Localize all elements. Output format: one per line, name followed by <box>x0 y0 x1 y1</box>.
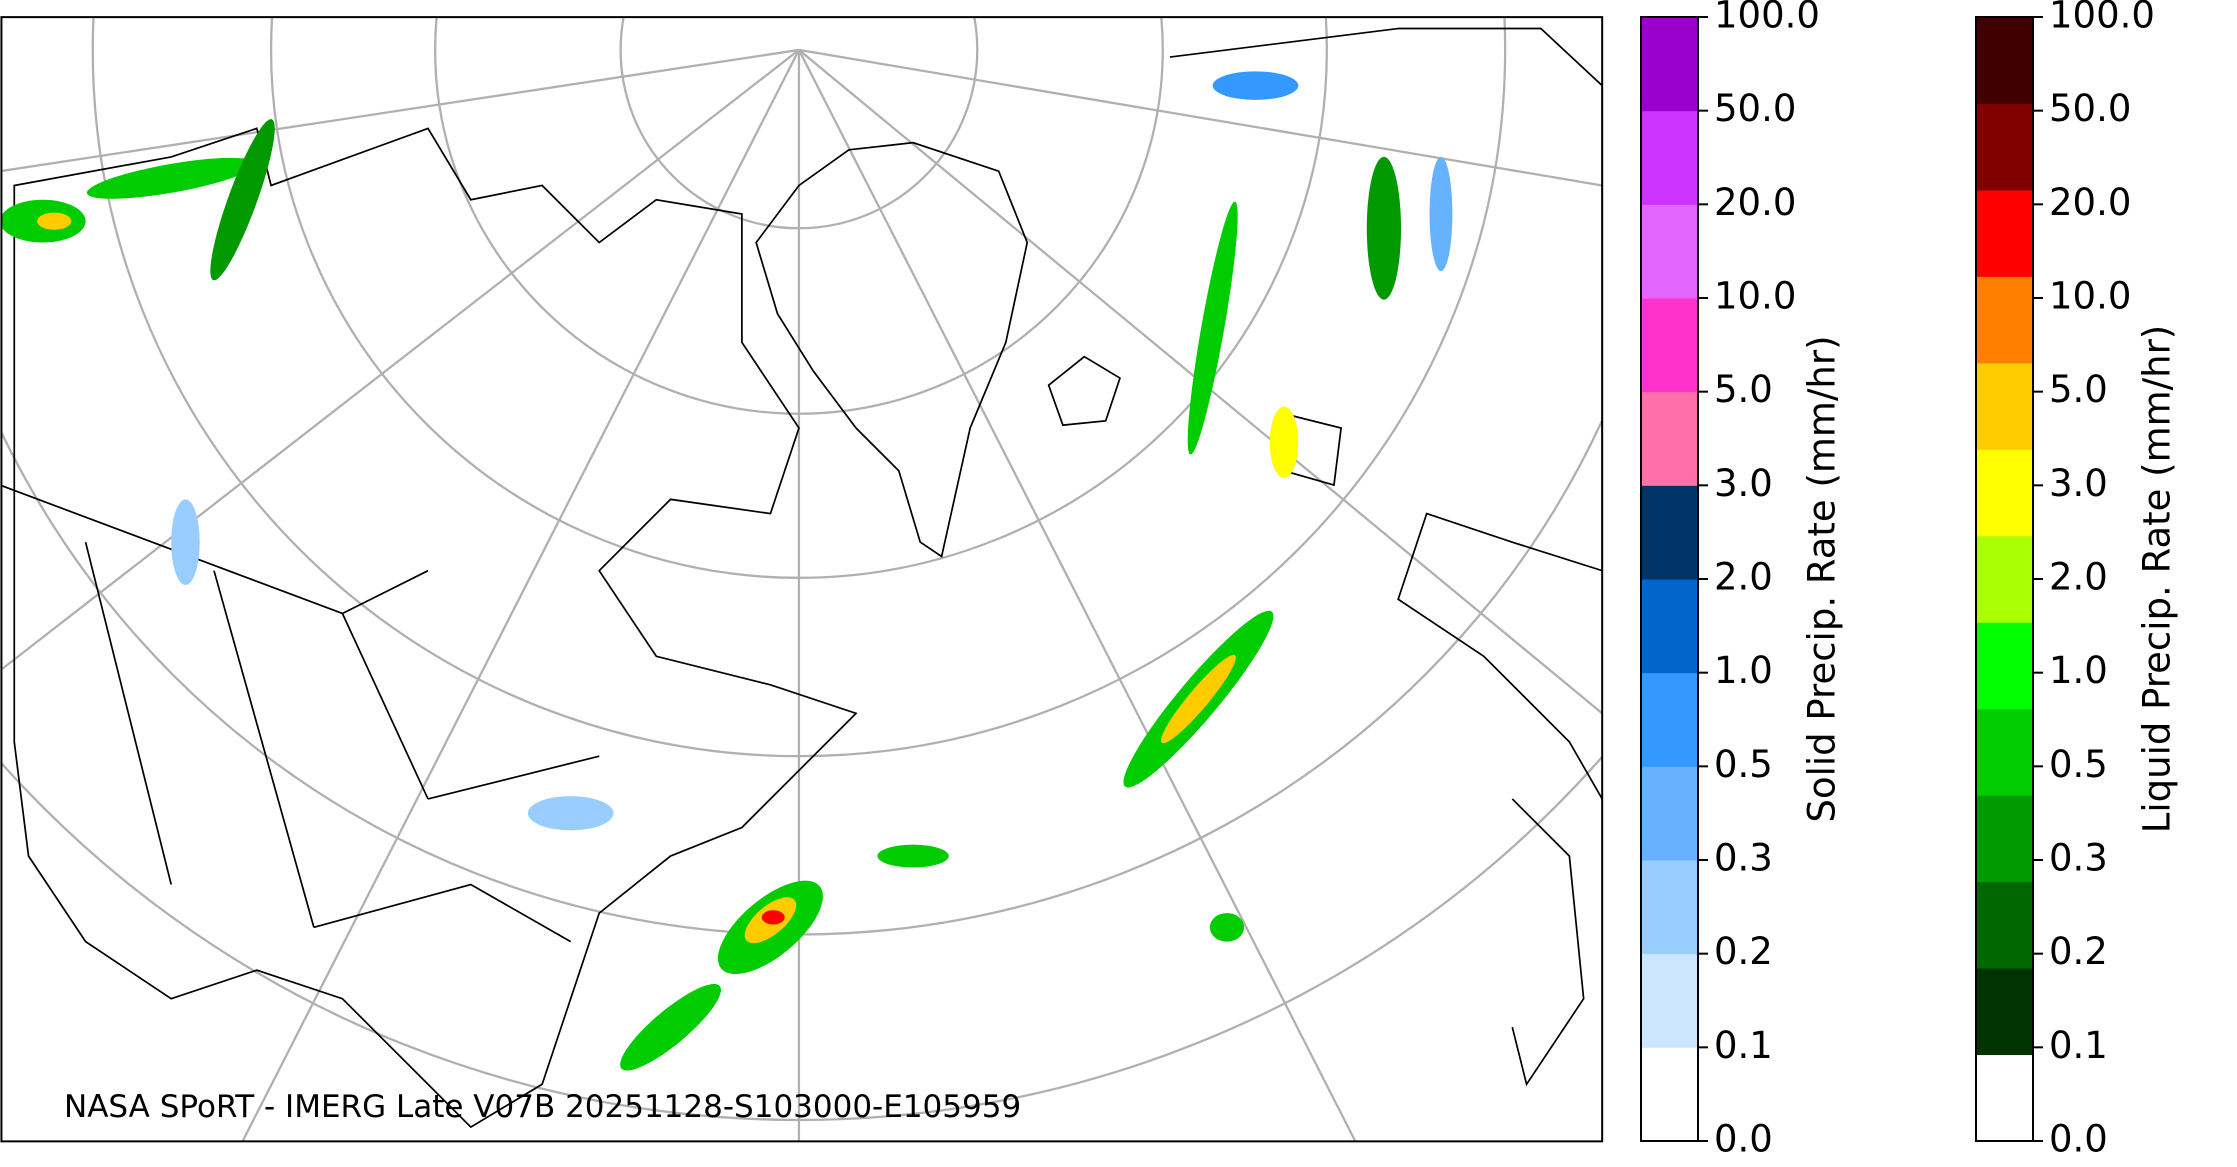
colorbar-segment <box>1976 535 2033 623</box>
colorbar-segment <box>1976 708 2033 796</box>
colorbar-segment <box>1641 485 1698 580</box>
colorbar-tick-label: 1.0 <box>1714 649 1773 692</box>
colorbar-tick-label: 3.0 <box>2049 462 2108 505</box>
colorbar-tick-label: 0.1 <box>2049 1024 2108 1067</box>
colorbar-segment <box>1976 449 2033 537</box>
colorbar-tick-label: 0.5 <box>1714 743 1773 786</box>
colorbar-segment <box>1641 860 1698 955</box>
coastlines <box>1 27 1603 1129</box>
colorbar-segment <box>1641 298 1698 393</box>
caption: NASA SPoRT - IMERG Late V07B 20251128-S1… <box>64 1089 1021 1125</box>
colorbar-tick-label: 10.0 <box>1714 275 1796 318</box>
colorbar-tick-label: 100.0 <box>1714 0 1820 37</box>
colorbar-segment <box>1641 953 1698 1048</box>
colorbar-segment <box>1976 362 2033 450</box>
colorbar-segment <box>1976 622 2033 710</box>
colorbar-tick-label: 0.1 <box>1714 1024 1773 1067</box>
colorbar-segment <box>1641 672 1698 767</box>
colorbar-segment <box>1976 968 2033 1056</box>
precipitation <box>1 71 1453 1071</box>
map <box>0 16 1604 1143</box>
colorbar-tick-label: 20.0 <box>2049 181 2131 224</box>
colorbar-tick-label: 50.0 <box>1714 87 1796 130</box>
colorbar-tick-label: 5.0 <box>1714 368 1773 411</box>
colorbar-tick-label: 50.0 <box>2049 87 2131 130</box>
colorbar-segment <box>1976 189 2033 277</box>
colorbar-segment <box>1641 1047 1698 1142</box>
colorbar-segment <box>1641 391 1698 486</box>
colorbar-tick-label: 0.3 <box>2049 837 2108 880</box>
colorbar-tick-label: 5.0 <box>2049 368 2108 411</box>
colorbar-tick-label: 10.0 <box>2049 275 2131 318</box>
colorbar-tick-label: 0.2 <box>2049 930 2108 973</box>
colorbar-segment <box>1976 276 2033 364</box>
colorbar-label: Liquid Precip. Rate (mm/hr) <box>2136 325 2179 834</box>
colorbar-tick-label: 100.0 <box>2049 0 2155 37</box>
colorbar-segment <box>1641 17 1698 112</box>
colorbar-segment <box>1976 881 2033 969</box>
colorbar-tick-label: 1.0 <box>2049 649 2108 692</box>
colorbar-tick-label: 0.2 <box>1714 930 1773 973</box>
colorbar-tick-label: 3.0 <box>1714 462 1773 505</box>
colorbar-tick-label: 0.0 <box>1714 1118 1773 1161</box>
colorbar-label: Solid Precip. Rate (mm/hr) <box>1801 335 1844 822</box>
colorbar-segment <box>1641 204 1698 299</box>
colorbar-tick-label: 0.3 <box>1714 837 1773 880</box>
colorbar-tick-label: 2.0 <box>2049 556 2108 599</box>
colorbar-tick-label: 20.0 <box>1714 181 1796 224</box>
colorbar-segment <box>1641 579 1698 674</box>
colorbar-tick-label: 0.0 <box>2049 1118 2108 1161</box>
colorbar-segment <box>1641 766 1698 861</box>
colorbar-segment <box>1976 795 2033 883</box>
colorbar-segment <box>1976 1054 2033 1142</box>
colorbar-segment <box>1976 17 2033 104</box>
colorbar-segment <box>1641 110 1698 205</box>
colorbar-tick-label: 2.0 <box>1714 556 1773 599</box>
colorbar-tick-label: 0.5 <box>2049 743 2108 786</box>
colorbar-segment <box>1976 103 2033 191</box>
